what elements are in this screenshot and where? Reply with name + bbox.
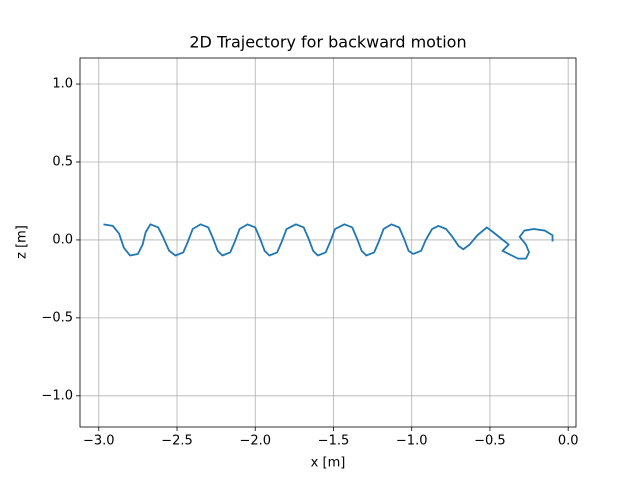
x-tick-label: −0.5 xyxy=(474,434,506,449)
y-tick-label: −1.0 xyxy=(41,388,73,403)
x-tick-label: 0.0 xyxy=(558,434,579,449)
y-tick-label: −0.5 xyxy=(41,310,73,325)
y-tick-label: 0.5 xyxy=(52,154,73,169)
y-tick-label: 1.0 xyxy=(52,77,73,92)
plot-frame xyxy=(79,57,577,428)
x-tick-label: −2.5 xyxy=(161,434,193,449)
trajectory-line xyxy=(103,223,554,260)
x-tick-label: −3.0 xyxy=(83,434,115,449)
x-axis-label: x [m] xyxy=(311,456,346,471)
y-axis-label: z [m] xyxy=(15,225,30,259)
x-tick-label: −1.5 xyxy=(318,434,350,449)
x-tick-label: −1.0 xyxy=(396,434,428,449)
chart-title: 2D Trajectory for backward motion xyxy=(189,33,466,52)
x-tick-label: −2.0 xyxy=(239,434,271,449)
y-tick-label: 0.0 xyxy=(52,232,73,247)
